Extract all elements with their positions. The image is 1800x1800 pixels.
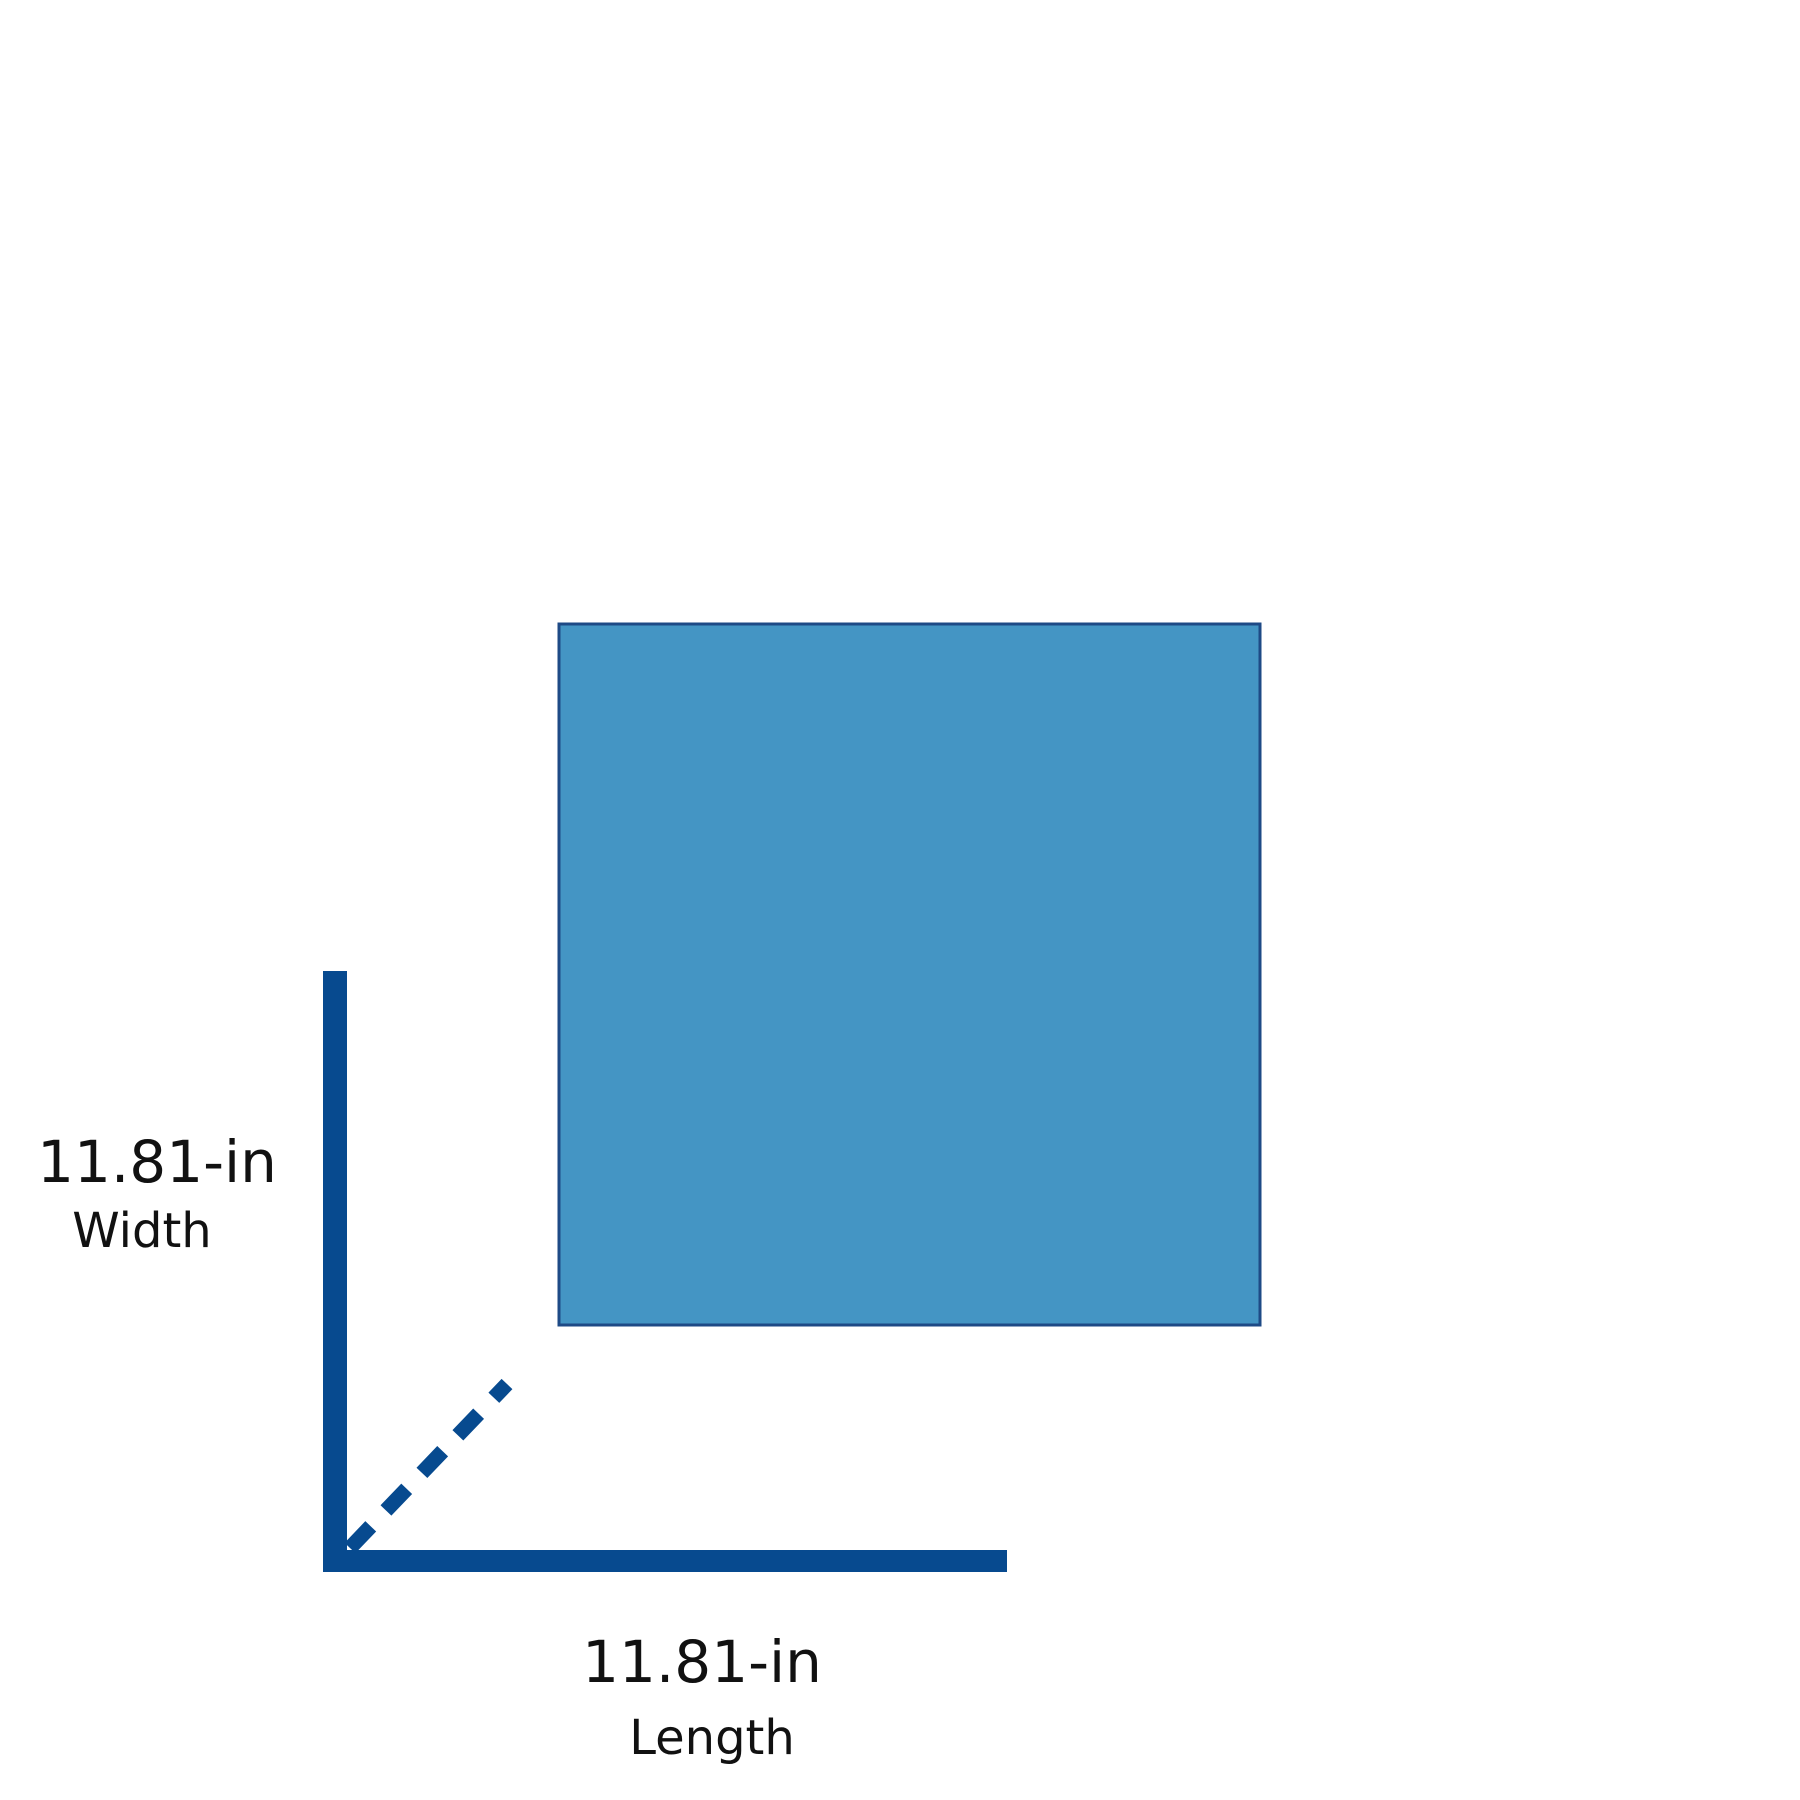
depth-axis-dashed	[344, 1378, 513, 1554]
width-label: Width	[72, 1203, 212, 1259]
panel-square	[557, 622, 1262, 1327]
length-axis	[323, 1550, 1007, 1572]
length-value: 11.81-in	[582, 1628, 822, 1696]
length-label: Length	[629, 1710, 795, 1766]
width-axis	[323, 971, 347, 1572]
width-value: 11.81-in	[37, 1128, 277, 1196]
